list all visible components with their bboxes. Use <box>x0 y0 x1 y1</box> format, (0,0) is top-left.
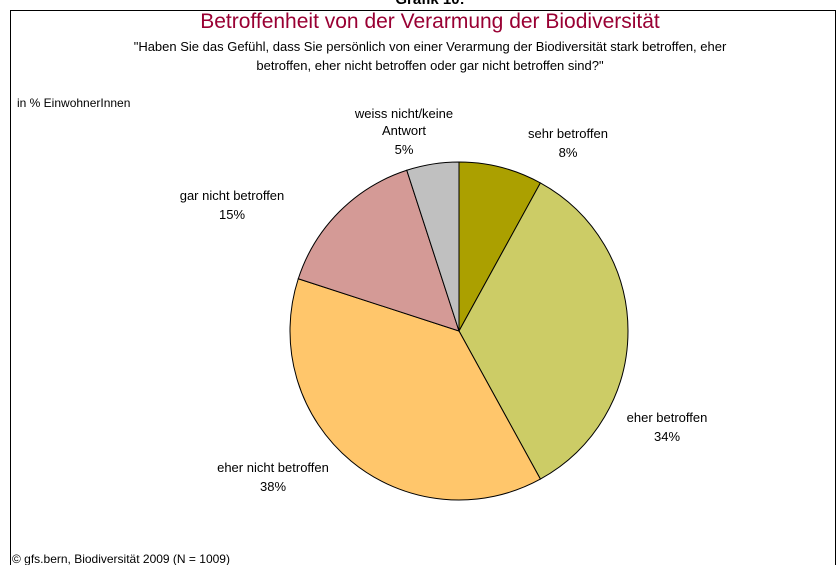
chart-title: Betroffenheit von der Verarmung der Biod… <box>200 10 660 33</box>
slice-label: gar nicht betroffen <box>180 188 285 203</box>
slice-label: weiss nicht/keine Antwort <box>354 106 453 138</box>
slice-value-label: 38% <box>260 479 286 494</box>
slice-label: eher nicht betroffen <box>217 460 329 475</box>
slice-label: eher betroffen <box>627 410 708 425</box>
pie-slice <box>406 161 460 332</box>
chart-subtitle: betroffen, eher nicht betroffen oder gar… <box>256 58 604 73</box>
slice-label: sehr betroffen <box>528 126 608 141</box>
figure-label: Grafik 10: <box>395 0 464 8</box>
slice-value-label: 8% <box>559 145 578 160</box>
pie-slice <box>289 278 542 501</box>
slice-value-label: 15% <box>219 207 245 222</box>
pie-slice <box>458 182 629 480</box>
pie-slice <box>297 169 460 332</box>
chart-subtitle: "Haben Sie das Gefühl, dass Sie persönli… <box>134 39 727 54</box>
source-note: © gfs.bern, Biodiversität 2009 (N = 1009… <box>12 552 230 565</box>
unit-label: in % EinwohnerInnen <box>17 96 130 110</box>
slice-value-label: 5% <box>395 142 414 157</box>
slice-value-label: 34% <box>654 429 680 444</box>
